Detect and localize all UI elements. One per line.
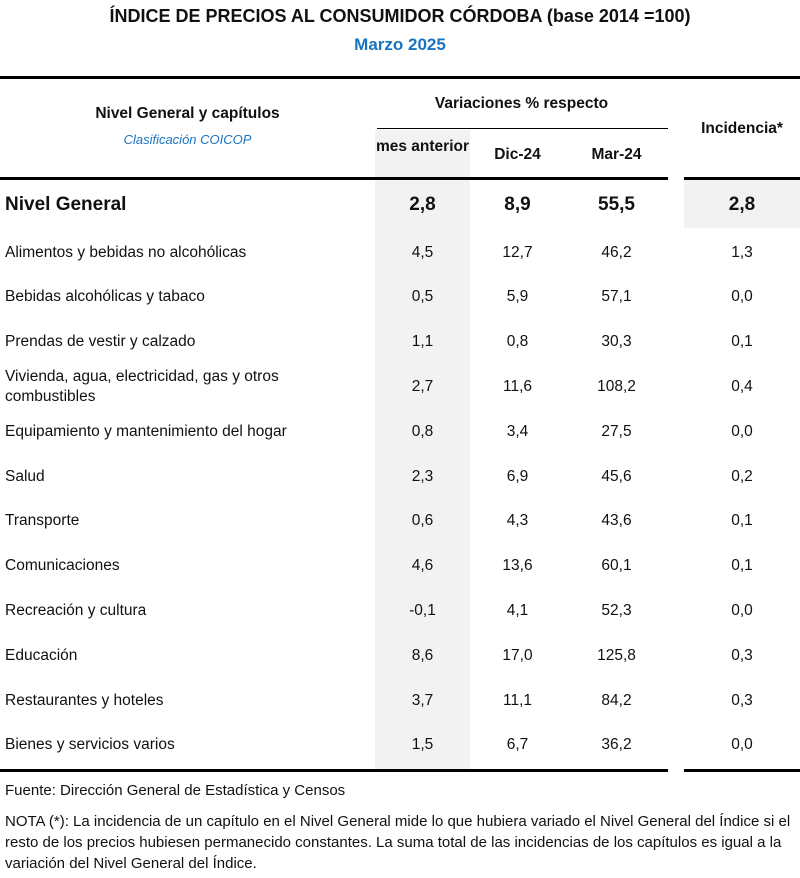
cell-incidence: 1,3: [731, 243, 753, 261]
row-label: Educación: [5, 646, 78, 664]
cell-value: 108,2: [597, 377, 636, 395]
cell-value: 27,5: [601, 422, 632, 440]
table-row-nivel-general: Nivel General 2,8 8,9 55,5 2,8: [0, 180, 800, 230]
top-rule: [0, 76, 800, 79]
cell-value: 13,6: [502, 557, 533, 575]
classification-label: Clasificación COICOP: [123, 132, 252, 147]
cell-incidence: 0,0: [731, 601, 753, 619]
table-row: Transporte 0,6 4,3 43,6 0,1: [0, 499, 800, 544]
cell-value: 46,2: [601, 243, 632, 261]
column-header-mes-anterior: mes anterior: [375, 138, 470, 155]
cell-value: 2,3: [411, 467, 434, 485]
cell-mar-24: 55,5: [598, 194, 635, 215]
row-label: Bebidas alcohólicas y tabaco: [5, 288, 205, 306]
cell-value: 4,3: [506, 512, 529, 530]
cell-incidence: 0,2: [731, 467, 753, 485]
table-row: Educación 8,6 17,0 125,8 0,3: [0, 633, 800, 678]
cell-value: 5,9: [506, 288, 529, 306]
variations-group-header: Variaciones % respecto: [434, 95, 609, 112]
cell-value: 84,2: [601, 691, 632, 709]
cell-value: 2,7: [411, 377, 434, 395]
cell-value: 52,3: [601, 601, 632, 619]
cell-value: 4,5: [411, 243, 434, 261]
page-subtitle: Marzo 2025: [354, 35, 446, 54]
cell-value: 0,6: [411, 512, 434, 530]
table-row: Vivienda, agua, electricidad, gas y otro…: [0, 364, 800, 409]
row-label: Equipamiento y mantenimiento del hogar: [5, 422, 287, 440]
row-label: Transporte: [5, 512, 80, 530]
row-label: Nivel General: [5, 194, 127, 215]
cell-incidence: 0,0: [731, 288, 753, 306]
row-label: Restaurantes y hoteles: [5, 691, 164, 709]
footnote: NOTA (*): La incidencia de un capítulo e…: [5, 813, 791, 872]
cell-value: 17,0: [502, 646, 533, 664]
cell-value: 1,5: [411, 736, 434, 754]
header-rule-right: [684, 177, 800, 180]
cell-value: 60,1: [601, 557, 632, 575]
row-label: Prendas de vestir y calzado: [5, 333, 196, 351]
cell-value: 3,4: [506, 422, 529, 440]
bottom-rule-right: [684, 769, 800, 772]
row-label: Salud: [5, 467, 45, 485]
cell-value: 0,8: [411, 422, 434, 440]
cell-value: 45,6: [601, 467, 632, 485]
cell-value: -0,1: [409, 601, 436, 619]
cell-value: 0,8: [506, 333, 529, 351]
mes-anterior-column-shade: [375, 130, 470, 770]
cell-value: 57,1: [601, 288, 632, 306]
cell-value: 4,1: [506, 601, 529, 619]
cell-value: 125,8: [597, 646, 636, 664]
label-column-header: Nivel General y capítulos: [95, 105, 280, 122]
cell-value: 8,6: [411, 646, 434, 664]
row-label: Comunicaciones: [5, 557, 120, 575]
cell-incidence: 0,0: [731, 736, 753, 754]
row-label: Vivienda, agua, electricidad, gas y otro…: [5, 367, 279, 405]
cell-value: 36,2: [601, 736, 632, 754]
cell-value: 6,9: [506, 467, 529, 485]
cell-incidence: 0,1: [731, 557, 753, 575]
cell-value: 30,3: [601, 333, 632, 351]
table-row: Restaurantes y hoteles 3,7 11,1 84,2 0,3: [0, 678, 800, 723]
cell-dic-24: 8,9: [504, 194, 531, 215]
cell-incidence: 0,0: [731, 422, 753, 440]
cell-value: 11,6: [502, 377, 533, 395]
cell-incidence: 0,4: [731, 377, 753, 395]
cell-value: 0,5: [411, 288, 434, 306]
cell-value: 1,1: [411, 333, 434, 351]
table-row: Prendas de vestir y calzado 1,1 0,8 30,3 0,1: [0, 320, 800, 365]
cell-value: 4,6: [411, 557, 434, 575]
bottom-rule-left: [0, 769, 668, 772]
cell-value: 11,1: [502, 691, 533, 709]
table-row: Salud 2,3 6,9 45,6 0,2: [0, 454, 800, 499]
table-row: Alimentos y bebidas no alcohólicas 4,5 12,…: [0, 230, 800, 275]
column-header-dic-24: Dic-24: [494, 146, 541, 163]
incidence-general-shade: [684, 180, 800, 228]
column-header-mar-24: Mar-24: [591, 146, 642, 163]
cell-mes-anterior: 2,8: [409, 194, 436, 215]
table-row: Bebidas alcohólicas y tabaco 0,5 5,9 57,1 0,…: [0, 275, 800, 320]
page-title: ÍNDICE DE PRECIOS AL CONSUMIDOR CÓRDOBA …: [109, 6, 691, 26]
cell-value: 12,7: [502, 243, 533, 261]
table-row: Comunicaciones 4,6 13,6 60,1 0,1: [0, 544, 800, 589]
cell-incidence: 0,3: [731, 646, 753, 664]
source-note: Fuente: Dirección General de Estadística…: [5, 782, 346, 799]
cell-incidence: 2,8: [728, 194, 756, 215]
cell-incidence: 0,1: [731, 512, 753, 530]
column-header-incidence: Incidencia*: [701, 120, 783, 137]
cell-value: 6,7: [506, 736, 529, 754]
variations-rule: [377, 128, 668, 129]
row-label: Bienes y servicios varios: [5, 736, 175, 754]
cell-incidence: 0,1: [731, 333, 753, 351]
header-rule-left: [0, 177, 668, 180]
cell-value: 43,6: [601, 512, 632, 530]
table-row: Equipamiento y mantenimiento del hogar 0,…: [0, 409, 800, 454]
row-label: Alimentos y bebidas no alcohólicas: [5, 243, 247, 261]
cell-value: 3,7: [411, 691, 434, 709]
cell-incidence: 0,3: [731, 691, 753, 709]
table-row: Recreación y cultura -0,1 4,1 52,3 0,0: [0, 588, 800, 633]
table-row: Bienes y servicios varios 1,5 6,7 36,2 0,0: [0, 723, 800, 768]
row-label: Recreación y cultura: [5, 601, 147, 619]
